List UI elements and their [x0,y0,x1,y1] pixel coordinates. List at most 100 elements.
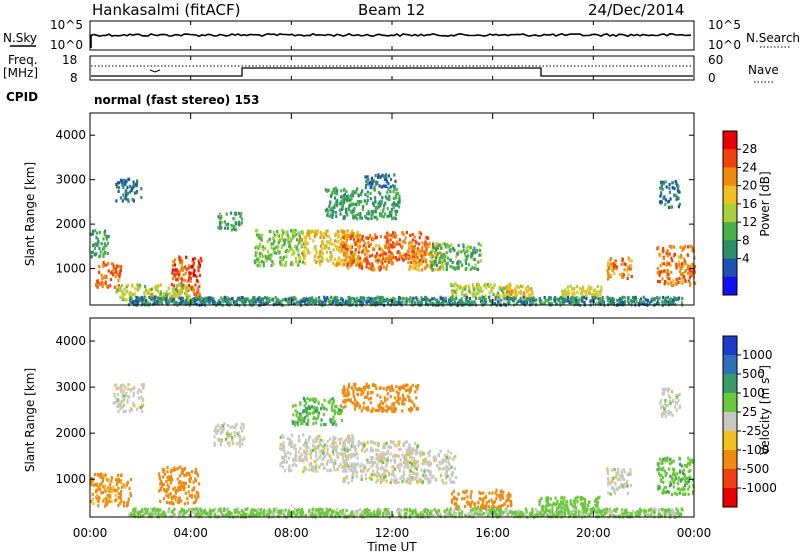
heatmap-cell [448,244,451,248]
heatmap-cell [154,288,157,292]
heatmap-cell [374,173,377,178]
heatmap-cell [178,291,181,295]
heatmap-cell [159,283,162,287]
heatmap-cell [344,236,347,240]
heatmap-cell [315,409,319,413]
heatmap-cell [629,470,632,474]
heatmap-cell [136,283,139,287]
heatmap-cell [663,282,666,286]
heatmap-cell [174,277,178,282]
nsky-left-tick-top: 10^5 [50,18,83,32]
heatmap-cell [307,298,311,302]
heatmap-cell [296,243,300,247]
heatmap-cell [403,239,406,243]
heatmap-cell [261,234,264,238]
heatmap-cell [312,298,315,302]
heatmap-cell [158,475,161,479]
heatmap-cell [340,207,344,212]
heatmap-cell [322,236,325,240]
heatmap-cell [386,231,389,235]
heatmap-cell [692,483,695,487]
heatmap-cell [119,269,122,273]
heatmap-cell [423,250,426,254]
heatmap-cell [532,298,535,302]
heatmap-cell [329,469,332,473]
heatmap-cell [688,275,692,279]
heatmap-cell [412,462,416,466]
heatmap-cell [364,186,367,190]
heatmap-cell [105,237,108,241]
heatmap-cell [453,290,456,294]
heatmap-cell [359,260,362,264]
heatmap-cell [441,297,444,301]
heatmap-cell [244,297,247,301]
heatmap-cell [428,242,431,246]
heatmap-cell [471,251,474,255]
heatmap-cell [288,469,291,473]
heatmap-cell [323,232,326,236]
heatmap-cell [318,253,321,257]
heatmap-cell [96,473,99,477]
heatmap-cell [626,269,629,273]
heatmap-cell [260,252,263,256]
heatmap-cell [243,436,246,440]
heatmap-cell [662,262,665,266]
heatmap-cell [106,488,109,492]
heatmap-cell [351,192,354,196]
heatmap-cell [300,238,303,242]
heatmap-cell [186,294,189,298]
heatmap-cell [356,239,359,243]
heatmap-cell [183,301,186,305]
heatmap-cell [162,488,165,492]
heatmap-cell [683,484,687,488]
heatmap-cell [626,484,629,488]
heatmap-cell [391,203,394,207]
heatmap-cell [619,298,623,303]
heatmap-cell [200,259,203,263]
heatmap-cell [609,258,612,262]
heatmap-cell [136,300,139,304]
cpid-label: CPID [6,90,38,104]
heatmap-cell [347,481,350,485]
heatmap-cell [347,440,350,444]
heatmap-cell [398,195,401,199]
heatmap-cell [297,450,301,454]
heatmap-cell [387,186,390,190]
heatmap-cell [120,387,123,391]
heatmap-cell [630,274,633,279]
heatmap-cell [294,229,297,233]
heatmap-cell [325,250,329,254]
heatmap-cell [441,479,444,483]
heatmap-cell [352,216,355,220]
heatmap-cell [390,210,393,214]
heatmap-cell [320,241,324,245]
heatmap-cell [334,459,337,463]
heatmap-cell [195,295,198,299]
heatmap-cell [481,500,484,504]
heatmap-cell [463,285,466,289]
heatmap-cell [305,467,308,471]
heatmap-cell [321,457,324,461]
heatmap-cell [662,246,665,251]
heatmap-cell [404,236,407,240]
heatmap-cell [157,296,160,300]
heatmap-cell [399,447,402,451]
heatmap-cell [600,288,603,292]
heatmap-cell [295,458,298,462]
heatmap-cell [302,419,305,423]
heatmap-cell [446,454,449,458]
heatmap-cell [281,244,284,248]
heatmap-cell [401,240,404,244]
heatmap-cell [693,270,696,274]
heatmap-cell [321,439,324,443]
heatmap-cell [664,180,667,184]
heatmap-cell [620,469,623,473]
heatmap-cell [140,187,143,191]
heatmap-cell [320,407,323,411]
heatmap-cell [448,301,451,305]
power-colorbar-label: Power [dB] [758,171,772,236]
heatmap-cell [657,279,660,283]
heatmap-cell [401,300,404,304]
heatmap-cell [350,444,353,448]
heatmap-cell [125,189,128,193]
